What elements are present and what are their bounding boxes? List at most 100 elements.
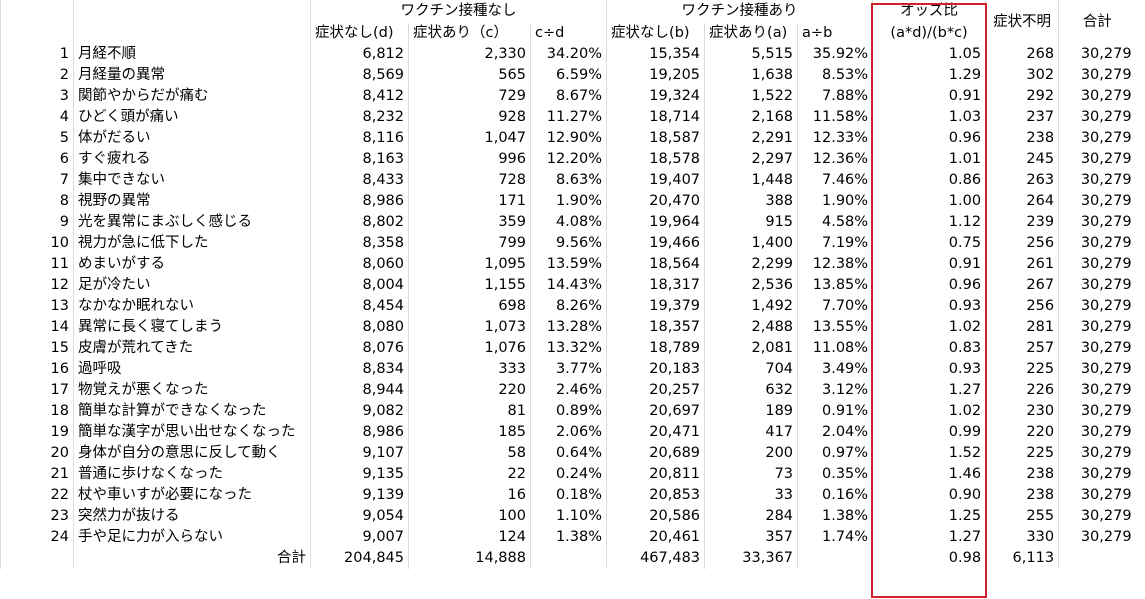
cell: 9,082 (310, 401, 409, 422)
cell: 0.91 (872, 254, 986, 275)
cell: 225 (985, 443, 1059, 464)
cell: 11.27% (529, 107, 607, 128)
column-header: 症状なし(b) (606, 23, 705, 44)
table-body: ワクチン接種なし ワクチン接種あり オッズ比 症状不明 合計 症状なし(d) 症状… (0, 0, 1136, 569)
cell: 12.20% (529, 149, 607, 170)
cell: 11.08% (797, 338, 873, 359)
cell: 13.55% (797, 317, 873, 338)
cell: 238 (985, 128, 1059, 149)
cell: 9,135 (310, 464, 409, 485)
cell: 81 (408, 401, 531, 422)
cell: 237 (985, 107, 1059, 128)
cell: 799 (408, 233, 531, 254)
cell: 14 (0, 317, 74, 338)
table-row: 22 杖や車いすが必要になった 9,139 16 0.18% 20,853 33 0.16% 0… (0, 485, 1136, 506)
table-row: 3 関節やからだが痛む 8,412 729 8.67% 19,324 1,522 7.88% 0… (0, 86, 1136, 107)
cell: 11.58% (797, 107, 873, 128)
cell: 8.26% (529, 296, 607, 317)
cell: 20,586 (606, 506, 705, 527)
cell: 4.08% (529, 212, 607, 233)
cell: 7.19% (797, 233, 873, 254)
cell: 23 (0, 506, 74, 527)
cell: 1.90% (529, 191, 607, 212)
cell: 30,279 (1058, 233, 1136, 254)
cell: 8,802 (310, 212, 409, 233)
cell: 698 (408, 296, 531, 317)
cell: 3.77% (529, 359, 607, 380)
cell: 9 (0, 212, 74, 233)
cell: 12.90% (529, 128, 607, 149)
cell: 15,354 (606, 44, 705, 65)
group-header: ワクチン接種なし (309, 0, 607, 23)
cell: 0.97% (797, 443, 873, 464)
cell: 0.91% (797, 401, 873, 422)
cell: 14.43% (529, 275, 607, 296)
symptom-name: 体がだるい (73, 128, 311, 149)
cell: 5 (0, 128, 74, 149)
symptom-name: 視力が急に低下した (73, 233, 311, 254)
table-row: 12 足が冷たい 8,004 1,155 14.43% 18,317 2,536 13.85%… (0, 275, 1136, 296)
symptom-name: 月経不順 (73, 44, 311, 65)
cell: 704 (704, 359, 798, 380)
cell: 8,358 (310, 233, 409, 254)
cell: 0.99 (872, 422, 986, 443)
unknown-header: 症状不明 (985, 0, 1059, 44)
cell: 8.67% (529, 86, 607, 107)
cell: 1.29 (872, 65, 986, 86)
table-row: 1 月経不順 6,812 2,330 34.20% 15,354 5,515 35.92% 1.… (0, 44, 1136, 65)
cell: 30,279 (1058, 506, 1136, 527)
cell: 19,466 (606, 233, 705, 254)
table-row: 20 身体が自分の意思に反して動く 9,107 58 0.64% 20,689 200 0.9… (0, 443, 1136, 464)
total-label: 合計 (73, 548, 311, 569)
cell: 230 (985, 401, 1059, 422)
table-row: 17 物覚えが悪くなった 8,944 220 2.46% 20,257 632 3.12% 1.… (0, 380, 1136, 401)
cell: 16 (408, 485, 531, 506)
cell: 30,279 (1058, 338, 1136, 359)
cell: 185 (408, 422, 531, 443)
table-row: 8 視野の異常 8,986 171 1.90% 20,470 388 1.90% 1.00 264… (0, 191, 1136, 212)
cell: 1,400 (704, 233, 798, 254)
cell: 357 (704, 527, 798, 548)
cell: 2.06% (529, 422, 607, 443)
cell: 261 (985, 254, 1059, 275)
cell: 4 (0, 107, 74, 128)
cell: 3.12% (797, 380, 873, 401)
cell: 0.83 (872, 338, 986, 359)
cell: 0.64% (529, 443, 607, 464)
cell: 729 (408, 86, 531, 107)
cell: 200 (704, 443, 798, 464)
cell: 20,853 (606, 485, 705, 506)
cell: 30,279 (1058, 212, 1136, 233)
cell: 0.16% (797, 485, 873, 506)
cell: 2,488 (704, 317, 798, 338)
cell: 8,986 (310, 191, 409, 212)
cell: 1.12 (872, 212, 986, 233)
cell: 18,714 (606, 107, 705, 128)
cell: 11 (0, 254, 74, 275)
cell: 30,279 (1058, 317, 1136, 338)
symptom-name: 足が冷たい (73, 275, 311, 296)
cell: 18 (0, 401, 74, 422)
cell: 20,697 (606, 401, 705, 422)
column-header: (a*d)/(b*c) (872, 23, 986, 44)
cell: 7 (0, 170, 74, 191)
cell: 255 (985, 506, 1059, 527)
cell (0, 0, 74, 23)
cell: 1,155 (408, 275, 531, 296)
table-row: 18 簡単な計算ができなくなった 9,082 81 0.89% 20,697 189 0.91… (0, 401, 1136, 422)
cell: 30,279 (1058, 86, 1136, 107)
cell: 6,812 (310, 44, 409, 65)
cell: 13.28% (529, 317, 607, 338)
cell: 1.03 (872, 107, 986, 128)
odds-header: オッズ比 (872, 0, 986, 23)
cell: 267 (985, 275, 1059, 296)
table-row: 13 なかなか眠れない 8,454 698 8.26% 19,379 1,492 7.70% 0… (0, 296, 1136, 317)
cell: 9,139 (310, 485, 409, 506)
symptom-name: 身体が自分の意思に反して動く (73, 443, 311, 464)
cell: 0.89% (529, 401, 607, 422)
cell: 13.59% (529, 254, 607, 275)
cell: 264 (985, 191, 1059, 212)
cell: 204,845 (310, 548, 409, 569)
cell: 58 (408, 443, 531, 464)
cell: 30,279 (1058, 401, 1136, 422)
